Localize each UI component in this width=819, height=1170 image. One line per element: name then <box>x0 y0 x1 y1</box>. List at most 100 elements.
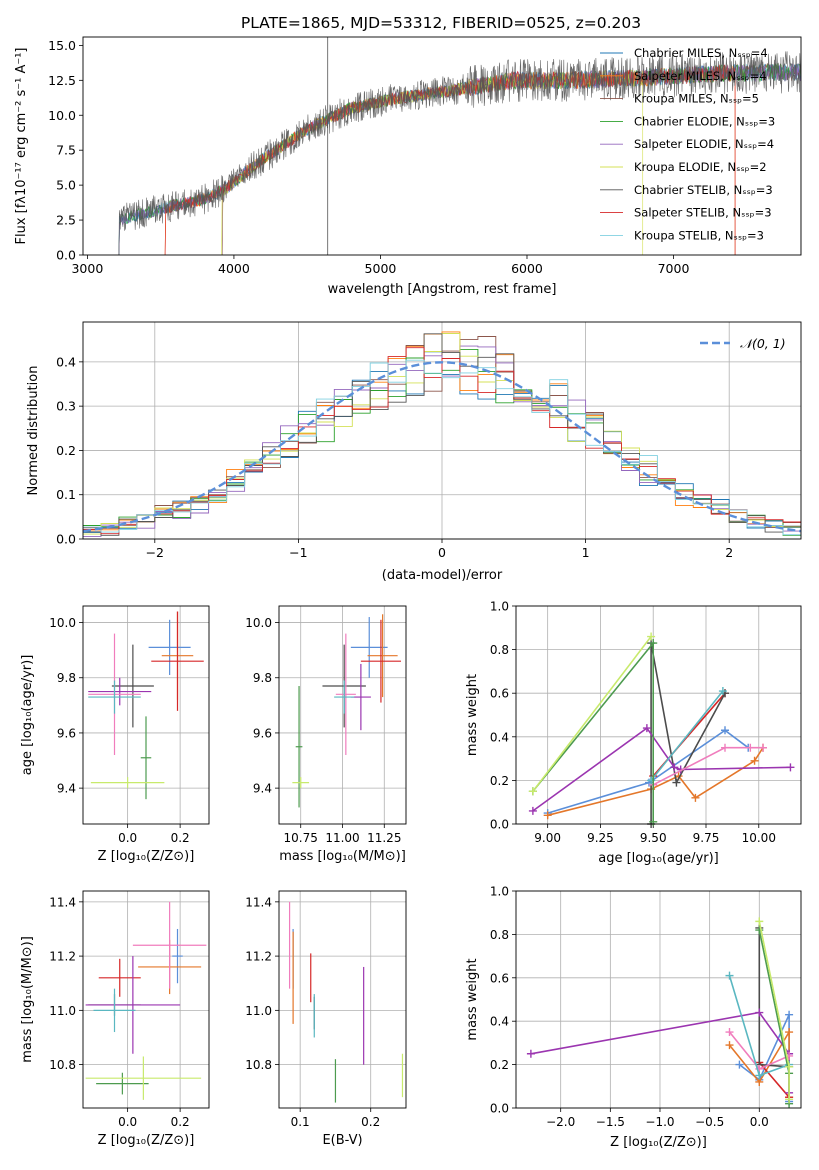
grid <box>279 891 406 1108</box>
weight-marker <box>785 1062 794 1071</box>
errorbar-point <box>292 777 310 789</box>
weight-marker <box>785 1028 794 1037</box>
x-tick-label: 0.0 <box>118 1115 137 1129</box>
legend-label: Kroupa MILES, Nₛₛₚ=5 <box>634 92 759 106</box>
errorbar-point <box>335 633 356 756</box>
y-tick-label: 11.0 <box>49 1004 76 1018</box>
weight-marker <box>649 817 658 826</box>
weight-marker <box>725 1028 734 1037</box>
y-tick-label: 11.2 <box>49 950 76 964</box>
y-tick-label: 0.4 <box>490 730 509 744</box>
axes: 0.1 0.2 10.8 11.0 11.2 11.4 E(B-V) <box>245 895 380 1148</box>
legend-label: Salpeter ELODIE, Nₛₛₚ=4 <box>634 137 774 151</box>
axes: −2 −1 0 1 2 0.0 0.1 0.2 0.3 0.4 (data-model)/error… <box>26 354 733 583</box>
weight-line <box>547 729 749 814</box>
plot-frame <box>515 890 802 1109</box>
plot-frame <box>278 890 407 1109</box>
weight-marker <box>718 687 727 696</box>
mass-weight-vs-metallicity-panel: −2.0 −1.5 −1.0 −0.5 0.0 0.0 0.2 0.4 0.6 0.8 1.0 Z [… <box>465 885 802 1151</box>
age-vs-metallicity-panel: 0.0 0.2 9.4 9.6 9.8 10.0 Z [log₁₀(Z/Z⊙)] age [l… <box>20 605 210 864</box>
y-tick-label: 9.4 <box>253 782 272 796</box>
x-tick-label: 0.2 <box>171 1115 190 1129</box>
errorbar-point <box>295 686 303 808</box>
y-tick-label: 0.0 <box>56 532 76 547</box>
x-tick-label: 0 <box>438 545 446 560</box>
y-tick-label: 9.8 <box>57 671 76 685</box>
legend-label: Kroupa ELODIE, Nₛₛₚ=2 <box>634 160 767 174</box>
weight-marker <box>647 632 656 641</box>
weight-lines <box>528 632 795 828</box>
x-axis-label: Z [log₁₀(Z/Z⊙)] <box>98 849 195 864</box>
plot-frame <box>515 605 802 825</box>
histogram-steps <box>83 331 801 539</box>
x-tick-label: −0.5 <box>695 1115 724 1129</box>
y-tick-label: 0.1 <box>56 487 76 502</box>
weight-marker <box>721 743 729 752</box>
y-tick-label: 0.2 <box>490 774 509 788</box>
weight-marker <box>759 743 767 752</box>
spectrum-model-line <box>118 51 801 255</box>
weight-marker <box>649 639 658 648</box>
y-tick-label: 9.6 <box>57 726 76 740</box>
legend-label: Salpeter STELIB, Nₛₛₚ=3 <box>634 206 772 220</box>
weight-marker <box>543 811 552 820</box>
y-axis-label: age [log₁₀(age/yr)] <box>20 655 35 776</box>
y-tick-label: 0.0 <box>56 248 76 263</box>
errorbar-point <box>132 901 207 989</box>
weight-marker <box>755 917 764 926</box>
y-tick-label: 9.4 <box>57 782 76 796</box>
x-tick-label: 0.2 <box>171 831 190 845</box>
y-tick-label: 9.6 <box>253 726 272 740</box>
errorbar-point <box>85 956 181 1054</box>
y-axis-label: mass weight <box>465 958 480 1040</box>
legend-label: Chabrier MILES, Nₛₛₚ=4 <box>634 46 768 60</box>
x-tick-label: 11.00 <box>325 831 359 845</box>
x-tick-label: 11.25 <box>367 831 401 845</box>
weight-line <box>650 690 724 781</box>
y-tick-label: 10.0 <box>49 616 76 630</box>
x-tick-label: 0.0 <box>118 831 137 845</box>
grid <box>83 891 209 1108</box>
y-tick-label: 9.8 <box>253 671 272 685</box>
x-tick-label: −1.5 <box>596 1115 625 1129</box>
y-tick-label: 15.0 <box>48 38 76 53</box>
figure-title: PLATE=1865, MJD=53312, FIBERID=0525, z=0… <box>241 14 641 32</box>
x-tick-label: 9.50 <box>640 831 667 845</box>
errorbar-points <box>88 611 204 800</box>
x-tick-label: −1 <box>289 545 307 560</box>
weight-marker <box>735 1060 744 1069</box>
x-tick-label: −2.0 <box>546 1115 575 1129</box>
histogram-series <box>83 333 801 539</box>
weight-marker <box>786 763 795 772</box>
y-axis-label: Normed distribution <box>26 366 41 496</box>
errorbar-point <box>88 680 141 714</box>
y-tick-label: 0.2 <box>490 1058 509 1072</box>
weight-marker <box>755 1008 764 1017</box>
axes: 0.0 0.2 10.8 11.0 11.2 11.4 Z [log₁₀(Z/Z⊙)] mas… <box>20 895 194 1148</box>
weight-line <box>532 640 654 822</box>
weight-marker <box>528 787 537 796</box>
weight-line <box>532 636 652 792</box>
spectrum-panel: 3000 4000 5000 6000 7000 0.0 2.5 5.0 7.5 10.0 12.5… <box>14 36 802 297</box>
y-tick-label: 10.0 <box>245 616 272 630</box>
errorbar-points <box>288 901 404 1103</box>
x-tick-label: 6000 <box>511 261 543 276</box>
weight-marker <box>755 926 764 935</box>
y-tick-label: 10.0 <box>48 108 76 123</box>
y-tick-label: 11.0 <box>245 1004 272 1018</box>
residuals-panel: −2 −1 0 1 2 0.0 0.1 0.2 0.3 0.4 (data-model)/error… <box>26 321 802 583</box>
legend-label: Kroupa STELIB, Nₛₛₚ=3 <box>634 228 764 242</box>
errorbar-point <box>96 1072 149 1095</box>
plot-frame <box>82 890 210 1109</box>
x-tick-label: 10.00 <box>742 831 776 845</box>
age-vs-mass-panel: 10.75 11.00 11.25 9.4 9.6 9.8 10.0 mass [log₁₀(… <box>245 605 407 864</box>
weight-marker <box>725 1041 734 1050</box>
errorbar-point <box>90 777 165 789</box>
weight-marker <box>785 1010 794 1019</box>
y-tick-label: 0.8 <box>490 643 509 657</box>
axes: −2.0 −1.5 −1.0 −0.5 0.0 0.0 0.2 0.4 0.6 0.8 1.0 Z [… <box>465 885 769 1151</box>
weight-marker <box>725 971 734 980</box>
errorbar-point <box>85 1056 202 1100</box>
x-axis-label: (data-model)/error <box>382 568 503 583</box>
y-tick-label: 0.6 <box>490 687 509 701</box>
